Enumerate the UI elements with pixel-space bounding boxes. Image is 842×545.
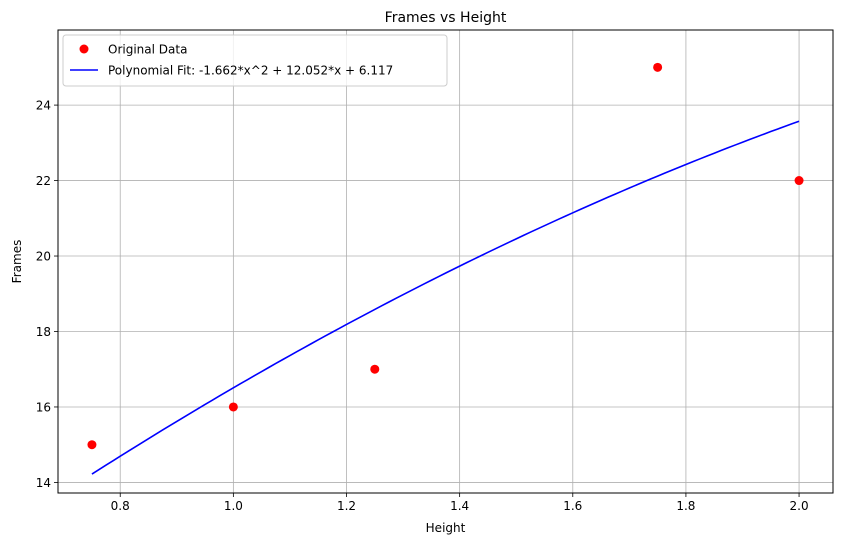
x-tick-label: 2.0 (790, 499, 809, 513)
chart-title: Frames vs Height (385, 10, 507, 26)
scatter-points (87, 62, 804, 450)
legend-label-original-data: Original Data (108, 43, 187, 57)
data-point (370, 364, 380, 374)
y-tick-label: 24 (36, 99, 51, 113)
y-tick-label: 20 (36, 250, 51, 264)
grid (58, 30, 833, 493)
x-tick-label: 1.2 (337, 499, 356, 513)
y-axis-label: Frames (10, 240, 24, 284)
y-tick-label: 16 (36, 400, 51, 414)
y-tick-label: 14 (36, 476, 51, 490)
x-axis-label: Height (426, 521, 466, 535)
data-point (653, 62, 663, 72)
x-tick-label: 1.8 (676, 499, 695, 513)
y-tick-label: 22 (36, 174, 51, 188)
legend-label-polynomial-fit: Polynomial Fit: -1.662*x^2 + 12.052*x + … (108, 64, 393, 78)
x-tick-label: 1.4 (450, 499, 469, 513)
x-axis: 0.8 1.0 1.2 1.4 1.6 1.8 2.0 (111, 493, 809, 513)
x-tick-label: 0.8 (111, 499, 130, 513)
legend: Original Data Polynomial Fit: -1.662*x^2… (62, 34, 448, 87)
y-axis: 14 16 18 20 22 24 (36, 99, 58, 490)
y-tick-label: 18 (36, 325, 51, 339)
data-point (87, 440, 97, 450)
x-tick-label: 1.6 (563, 499, 582, 513)
polynomial-fit-line (91, 120, 800, 475)
legend-marker-original-data (79, 44, 89, 54)
data-point (794, 176, 804, 186)
x-tick-label: 1.0 (224, 499, 243, 513)
fit-line-group (91, 120, 800, 475)
legend-box (62, 34, 448, 87)
plot-frame (57, 29, 834, 494)
data-point (228, 402, 238, 412)
